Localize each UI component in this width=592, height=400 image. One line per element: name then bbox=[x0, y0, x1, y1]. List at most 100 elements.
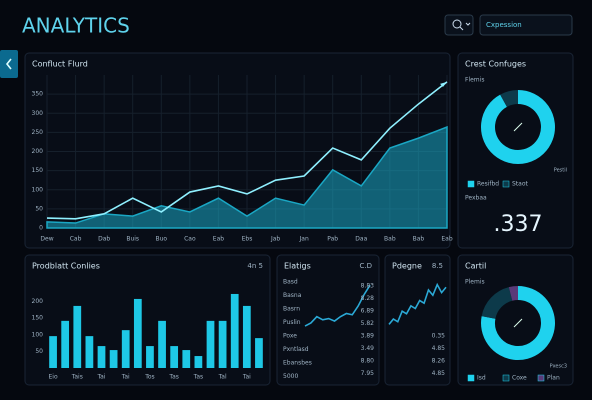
bar bbox=[121, 330, 130, 368]
bar bbox=[61, 320, 70, 368]
legend-label: Staot bbox=[512, 181, 529, 188]
donut-segment bbox=[481, 90, 555, 164]
panel-subtitle: C.D bbox=[359, 262, 372, 270]
x-tick-label: Dew bbox=[40, 236, 53, 243]
y-tick-label: 150 bbox=[32, 315, 44, 322]
row-value: 8.83 bbox=[361, 283, 375, 290]
legend-label: Resifbd bbox=[477, 181, 499, 188]
x-tick-label: Tai bbox=[242, 374, 251, 381]
row-value: 3.89 bbox=[361, 333, 375, 340]
legend-label: Isd bbox=[477, 375, 486, 382]
y-tick-label: 300 bbox=[32, 110, 44, 117]
x-tick-label: Buo bbox=[155, 236, 167, 243]
x-tick-label: Tai bbox=[121, 374, 130, 381]
x-tick-label: Dab bbox=[98, 236, 110, 243]
panel-subtitle: 8.5 bbox=[432, 262, 443, 270]
x-tick-label: Tos bbox=[144, 374, 154, 381]
legend-swatch bbox=[467, 180, 475, 188]
row-value: 4.85 bbox=[432, 370, 446, 377]
bar bbox=[194, 356, 203, 368]
panel-title: Prodblatt Conlies bbox=[32, 262, 100, 271]
bar bbox=[242, 305, 251, 368]
x-tick-label: Pab bbox=[327, 236, 338, 243]
search-button[interactable] bbox=[444, 14, 474, 36]
legend-swatch bbox=[537, 374, 545, 382]
bar bbox=[218, 320, 227, 368]
panel-subtitle: Flemis bbox=[465, 77, 484, 84]
y-tick-label: 50 bbox=[35, 348, 43, 355]
row-value: 7.95 bbox=[361, 370, 375, 377]
x-tick-label: Bab bbox=[413, 236, 425, 243]
donut-needle bbox=[513, 122, 523, 132]
y-tick-label: 200 bbox=[32, 298, 44, 305]
y-tick-label: 0 bbox=[39, 225, 43, 232]
donut-segment bbox=[481, 286, 555, 360]
row-label: Ebansbes bbox=[283, 360, 312, 367]
row-value: 3.49 bbox=[361, 345, 375, 352]
bar bbox=[73, 305, 82, 368]
bar bbox=[255, 338, 263, 368]
y-tick-label: 100 bbox=[32, 186, 44, 193]
y-tick-label: 250 bbox=[32, 129, 44, 136]
x-tick-label: Bab bbox=[384, 236, 396, 243]
x-tick-label: Eab bbox=[213, 236, 224, 243]
bar bbox=[109, 350, 118, 368]
legend-label: Coxe bbox=[512, 375, 527, 382]
row-value: 6.89 bbox=[361, 308, 375, 315]
sidebar-toggle[interactable] bbox=[0, 50, 18, 78]
row-label: 5000 bbox=[283, 373, 298, 380]
donut-needle bbox=[513, 318, 523, 328]
row-value: 8.80 bbox=[361, 358, 375, 365]
line bbox=[46, 81, 448, 220]
bar bbox=[97, 346, 106, 368]
panel bbox=[384, 254, 451, 386]
donut-segment bbox=[508, 286, 519, 301]
y-tick-label: 200 bbox=[32, 148, 44, 155]
bar bbox=[49, 336, 57, 368]
search-input[interactable] bbox=[479, 14, 573, 36]
panel-title: Crest Confuges bbox=[465, 60, 526, 69]
panel-subtitle: 4n 5 bbox=[247, 262, 263, 270]
kpi-value: .337 bbox=[494, 212, 543, 237]
bar bbox=[182, 350, 191, 368]
panel-title: Pdegne bbox=[392, 262, 422, 271]
app-title: ANALYTICS bbox=[22, 14, 130, 38]
row-value: 8.26 bbox=[432, 358, 446, 365]
bar bbox=[170, 346, 179, 368]
panel-title: Confluct Flurd bbox=[32, 60, 88, 69]
chevron-icon bbox=[5, 58, 12, 70]
x-tick-label: Cao bbox=[184, 236, 196, 243]
donut-segment bbox=[500, 90, 519, 108]
search-placeholder: Cxpession bbox=[486, 21, 522, 29]
dropdown-icon bbox=[465, 22, 471, 26]
bar bbox=[230, 293, 239, 368]
x-tick-label: Tas bbox=[193, 374, 203, 381]
line bbox=[388, 282, 447, 325]
x-tick-label: Ebs bbox=[242, 236, 253, 243]
panel-title: Cartil bbox=[465, 262, 486, 271]
row-label: Poxe bbox=[283, 333, 297, 340]
x-tick-label: Jab bbox=[270, 236, 280, 243]
side-label: Pxesc3 bbox=[550, 364, 567, 370]
legend-swatch bbox=[467, 374, 475, 382]
row-label: Puslin bbox=[283, 319, 301, 326]
y-tick-label: 350 bbox=[32, 91, 44, 98]
x-tick-label: Eio bbox=[48, 374, 57, 381]
kpi-label: Pexbaa bbox=[465, 195, 487, 202]
bar bbox=[206, 320, 215, 368]
row-label: Basd bbox=[283, 279, 298, 286]
row-label: Basna bbox=[283, 292, 302, 299]
bar bbox=[158, 320, 166, 368]
legend-swatch bbox=[502, 374, 510, 382]
x-tick-label: Tais bbox=[71, 374, 83, 381]
x-tick-label: Tas bbox=[168, 374, 178, 381]
search-icon-handle bbox=[459, 26, 464, 31]
panel-title: Elatigs bbox=[284, 262, 311, 271]
x-tick-label: Eab bbox=[441, 236, 452, 243]
x-tick-label: Daa bbox=[355, 236, 367, 243]
row-label: Pxntlasd bbox=[283, 346, 309, 353]
row-value: 8.28 bbox=[361, 295, 375, 302]
row-label: Basrn bbox=[283, 306, 300, 313]
